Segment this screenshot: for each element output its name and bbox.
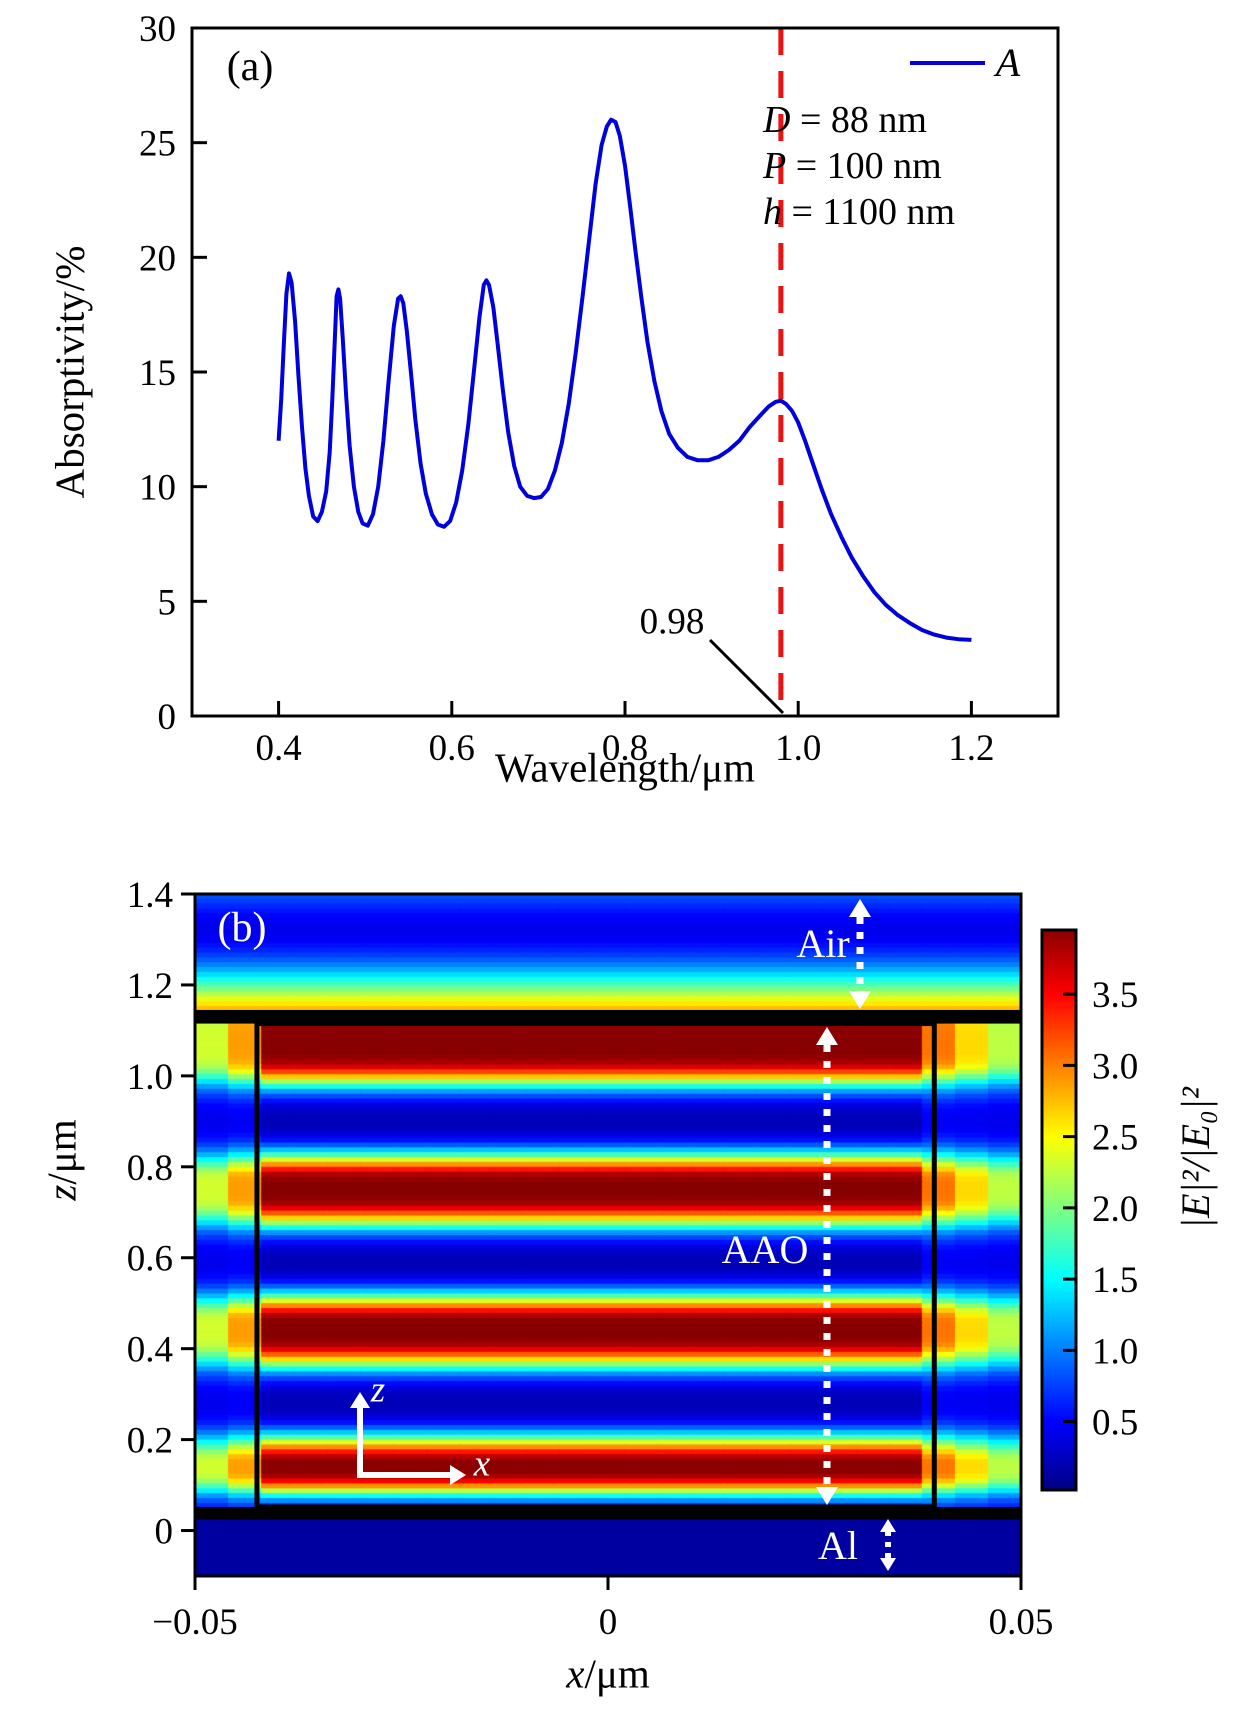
svg-text:1.5: 1.5 bbox=[1092, 1260, 1138, 1301]
svg-text:3.0: 3.0 bbox=[1092, 1046, 1138, 1087]
colorbar: 0.5 1.0 1.5 2.0 2.5 3.0 3.5 bbox=[1040, 928, 1138, 1492]
svg-text:1.4: 1.4 bbox=[127, 875, 173, 916]
svg-text:1.0: 1.0 bbox=[1092, 1331, 1138, 1372]
region-label-air: Air bbox=[796, 921, 850, 966]
param-var-D: D bbox=[763, 99, 791, 141]
panel-b-ylabel-unit: /μm bbox=[38, 1119, 85, 1185]
pore-outline-rect bbox=[254, 1021, 937, 1510]
legend-series-label: A bbox=[995, 40, 1021, 85]
colorbar-canvas bbox=[1042, 930, 1076, 1490]
panel-b-ylabel-var: z bbox=[38, 1184, 85, 1201]
x-axis-arrowhead bbox=[450, 1465, 466, 1485]
svg-text:0: 0 bbox=[158, 697, 177, 738]
annotation-leader-line bbox=[708, 638, 785, 715]
param-line-D: D = 88 nm bbox=[763, 98, 927, 142]
panel-a-ylabel: Absorptivity/% bbox=[46, 245, 93, 499]
axis-arrow-label-x: x bbox=[473, 1443, 491, 1485]
svg-text:0.05: 0.05 bbox=[989, 1602, 1054, 1643]
svg-text:−0.05: −0.05 bbox=[152, 1602, 238, 1643]
param-line-h: h = 1100 nm bbox=[763, 190, 955, 234]
svg-text:0: 0 bbox=[155, 1512, 174, 1553]
svg-text:0.8: 0.8 bbox=[602, 728, 648, 769]
panel-a-tag: (a) bbox=[226, 44, 274, 90]
param-rest-P: = 100 nm bbox=[786, 145, 942, 187]
panel-b-xlabel-unit: /μm bbox=[584, 1650, 650, 1697]
panel-b-ylabel: z/μm bbox=[38, 1119, 85, 1201]
svg-text:25: 25 bbox=[139, 124, 176, 165]
svg-text:0.4: 0.4 bbox=[255, 728, 301, 769]
svg-text:0: 0 bbox=[599, 1602, 618, 1643]
svg-text:0.2: 0.2 bbox=[127, 1421, 173, 1462]
param-rest-D: = 88 nm bbox=[790, 99, 927, 141]
svg-text:1.2: 1.2 bbox=[127, 966, 173, 1007]
svg-text:1.0: 1.0 bbox=[775, 728, 821, 769]
svg-text:5: 5 bbox=[158, 582, 177, 623]
svg-text:2.0: 2.0 bbox=[1092, 1189, 1138, 1230]
panel-b-xlabel-var: x bbox=[566, 1650, 585, 1697]
panel-b-xlabel: x/μm bbox=[566, 1650, 650, 1697]
svg-text:2.5: 2.5 bbox=[1092, 1118, 1138, 1159]
svg-text:30: 30 bbox=[139, 9, 176, 50]
svg-text:10: 10 bbox=[139, 468, 176, 509]
aao-al-interface-line bbox=[195, 1506, 1021, 1520]
svg-text:0.5: 0.5 bbox=[1092, 1403, 1138, 1444]
param-line-P: P = 100 nm bbox=[763, 144, 942, 188]
svg-text:3.5: 3.5 bbox=[1092, 975, 1138, 1016]
svg-text:0.4: 0.4 bbox=[127, 1330, 173, 1371]
colorbar-label: |E|²/|E₀|² bbox=[1173, 1087, 1218, 1229]
axis-arrow-label-z: z bbox=[370, 1369, 386, 1411]
svg-text:15: 15 bbox=[139, 353, 176, 394]
svg-text:0.6: 0.6 bbox=[429, 728, 475, 769]
panel-a-plot: 0.4 0.6 0.8 1.0 1.2 0 5 10 15 20 25 30 bbox=[139, 9, 1060, 769]
field-heatmap-canvas bbox=[195, 894, 1021, 1576]
peak-wavelength-annotation: 0.98 bbox=[639, 601, 705, 643]
svg-text:0.8: 0.8 bbox=[127, 1148, 173, 1189]
region-label-aao: AAO bbox=[721, 1227, 809, 1272]
svg-text:20: 20 bbox=[139, 238, 176, 279]
param-var-P: P bbox=[763, 145, 787, 187]
region-label-al: Al bbox=[818, 1523, 858, 1568]
panel-b-tag: (b) bbox=[217, 905, 267, 951]
svg-text:1.0: 1.0 bbox=[127, 1057, 173, 1098]
panel-b-plot: −0.05 0 0.05 0 0.2 0.4 0.6 0.8 1.0 1.2 1.4 bbox=[127, 875, 1054, 1643]
panel-a-xlabel: Wavelength/μm bbox=[494, 744, 756, 791]
param-rest-h: = 1100 nm bbox=[782, 191, 956, 233]
air-aao-interface-line bbox=[195, 1009, 1021, 1024]
param-var-h: h bbox=[763, 191, 782, 233]
absorptivity-curve bbox=[276, 117, 972, 642]
svg-text:1.2: 1.2 bbox=[948, 728, 994, 769]
white-annotations bbox=[350, 899, 896, 1571]
svg-text:0.6: 0.6 bbox=[127, 1239, 173, 1280]
